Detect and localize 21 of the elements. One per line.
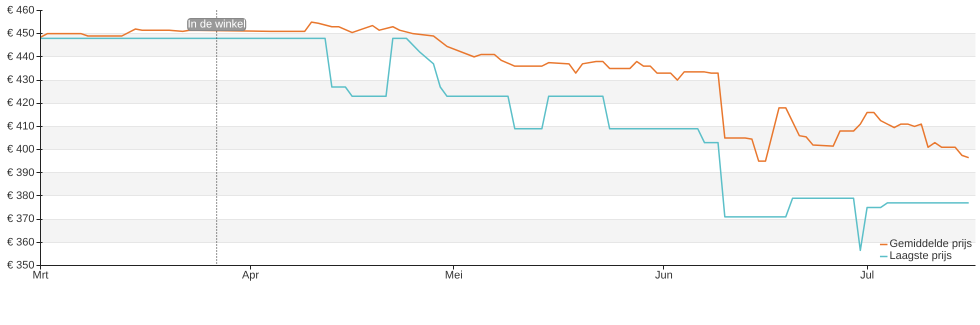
x-tick-label: Mrt [32,270,48,282]
y-tick-label: € 420 [6,97,35,110]
y-tick-label: € 390 [6,166,35,179]
y-tick-label: € 400 [6,144,35,156]
y-tick-label: € 370 [6,213,35,226]
y-tick-label: € 350 [6,260,35,272]
legend-label: Laagste prijs [889,250,952,262]
y-tick-label: € 450 [6,28,35,40]
y-tick-label: € 380 [6,190,35,202]
y-tick-label: € 410 [6,120,35,132]
y-tick-label: € 360 [6,236,35,248]
x-tick-label: Jun [654,270,673,282]
x-tick-label: Jul [860,270,874,282]
ref-line-label: In de winkel [188,18,246,30]
y-tick-label: € 460 [6,4,35,16]
y-tick-label: € 440 [6,50,35,63]
line-series [40,21,970,162]
legend-label: Gemiddelde prijs [889,238,972,250]
x-tick-label: Apr [242,270,260,282]
x-tick-label: Mei [444,270,463,282]
y-tick-label: € 430 [6,74,35,86]
